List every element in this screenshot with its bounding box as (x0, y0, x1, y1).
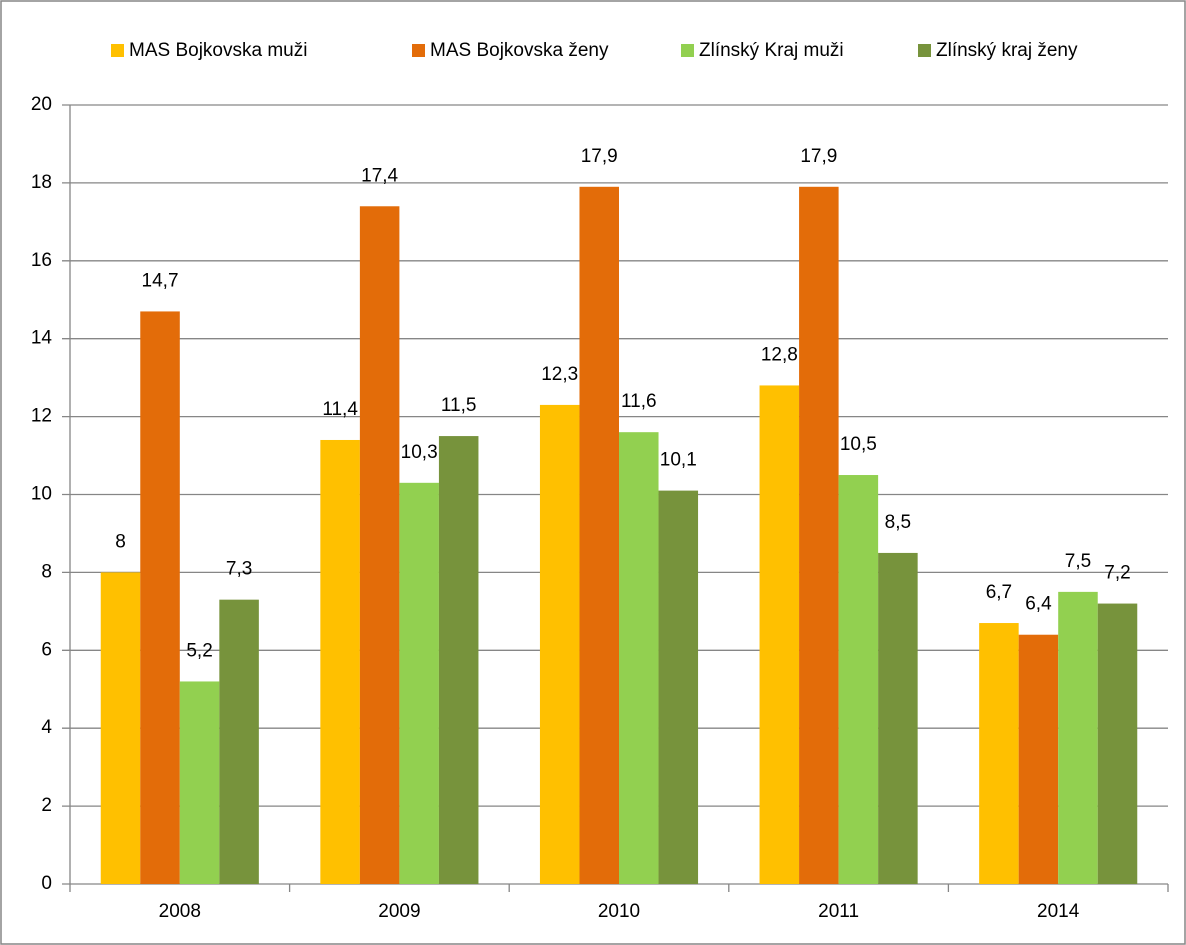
bar (140, 311, 180, 884)
bar (359, 206, 400, 884)
data-label: 5,2 (186, 640, 212, 661)
bar (438, 436, 479, 884)
legend-label: Zlínský kraj ženy (936, 40, 1078, 61)
y-tick-label: 0 (41, 873, 52, 894)
bar (658, 490, 699, 884)
bar (1058, 591, 1098, 884)
legend-swatch (918, 44, 931, 57)
data-label: 17,4 (361, 165, 398, 186)
bar (619, 432, 659, 884)
bar (179, 681, 220, 884)
bar (1097, 603, 1138, 884)
bar (759, 385, 800, 884)
legend-label: Zlínský Kraj muži (699, 40, 844, 61)
data-label: 10,5 (840, 434, 877, 455)
bar (878, 552, 918, 884)
y-tick-label: 6 (41, 639, 52, 660)
x-tick-label: 2011 (818, 901, 859, 922)
data-label: 11,5 (441, 395, 477, 416)
data-label: 8 (115, 531, 126, 552)
data-label: 10,3 (401, 442, 438, 463)
bar (219, 599, 259, 884)
legend-swatch (111, 44, 124, 57)
y-tick-label: 12 (31, 406, 52, 427)
x-tick-label: 2008 (159, 901, 201, 922)
bar (838, 475, 879, 884)
data-label: 7,3 (226, 559, 252, 580)
data-label: 11,6 (621, 391, 657, 412)
data-label: 10,1 (660, 450, 697, 471)
y-tick-label: 14 (31, 328, 53, 349)
data-label: 17,9 (581, 146, 618, 167)
bar (799, 186, 839, 885)
bar (979, 623, 1019, 884)
x-tick-label: 2010 (598, 901, 640, 922)
bar (579, 186, 619, 885)
y-tick-label: 20 (31, 94, 52, 115)
bar (399, 482, 439, 884)
bar (320, 439, 360, 884)
data-label: 8,5 (885, 512, 911, 533)
legend-swatch (412, 44, 425, 57)
x-tick-label: 2014 (1037, 901, 1080, 922)
y-tick-label: 10 (31, 484, 52, 505)
legend-label: MAS Bojkovska ženy (430, 40, 609, 61)
y-tick-label: 18 (31, 172, 52, 193)
legend-swatch (681, 44, 694, 57)
data-label: 6,7 (986, 582, 1012, 603)
y-tick-label: 8 (41, 561, 52, 582)
data-label: 6,4 (1025, 594, 1052, 615)
y-tick-label: 2 (41, 795, 52, 816)
bar (1018, 634, 1059, 884)
data-label: 17,9 (800, 146, 837, 167)
bar (539, 404, 580, 884)
data-label: 12,3 (541, 364, 578, 385)
bar (100, 572, 141, 884)
data-label: 12,8 (761, 344, 798, 365)
legend-label: MAS Bojkovska muži (129, 40, 307, 61)
y-tick-label: 4 (41, 717, 52, 738)
data-label: 14,7 (142, 270, 179, 291)
data-label: 11,4 (322, 399, 358, 420)
data-label: 7,2 (1104, 563, 1130, 584)
y-tick-label: 16 (31, 250, 52, 271)
x-tick-label: 2009 (378, 901, 420, 922)
data-label: 7,5 (1065, 551, 1091, 572)
